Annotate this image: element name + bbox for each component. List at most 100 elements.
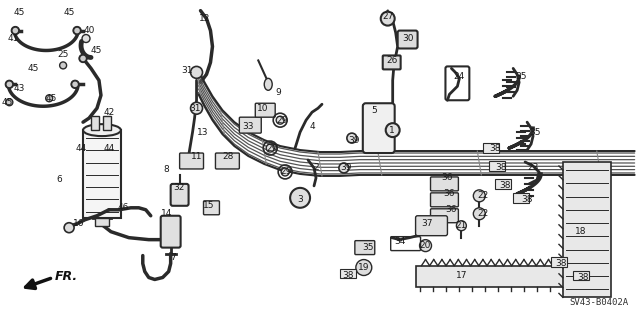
Text: 31: 31 bbox=[189, 104, 200, 113]
Text: 38: 38 bbox=[490, 144, 501, 152]
Circle shape bbox=[73, 26, 81, 34]
Circle shape bbox=[64, 223, 74, 233]
Text: 42: 42 bbox=[103, 108, 115, 117]
Text: 38: 38 bbox=[555, 259, 566, 268]
Text: 23: 23 bbox=[527, 163, 539, 173]
Text: 10: 10 bbox=[257, 104, 268, 113]
Text: 29: 29 bbox=[266, 144, 278, 152]
Circle shape bbox=[281, 168, 289, 176]
Bar bbox=[495, 179, 511, 189]
Text: 45: 45 bbox=[28, 64, 39, 73]
Text: 45: 45 bbox=[13, 8, 25, 17]
Circle shape bbox=[474, 190, 485, 202]
Bar bbox=[415, 265, 567, 287]
Text: 14: 14 bbox=[161, 209, 172, 218]
FancyBboxPatch shape bbox=[415, 216, 447, 236]
Circle shape bbox=[347, 133, 357, 143]
Circle shape bbox=[356, 260, 372, 276]
Bar bbox=[103, 116, 111, 130]
Text: 35: 35 bbox=[529, 128, 541, 137]
Text: 36: 36 bbox=[445, 205, 457, 214]
Text: 26: 26 bbox=[386, 56, 397, 65]
FancyBboxPatch shape bbox=[161, 216, 180, 248]
Circle shape bbox=[266, 144, 274, 152]
Ellipse shape bbox=[264, 78, 272, 90]
Circle shape bbox=[276, 116, 284, 124]
Text: 38: 38 bbox=[342, 271, 354, 280]
FancyBboxPatch shape bbox=[431, 193, 458, 207]
Circle shape bbox=[456, 221, 467, 231]
Text: 35: 35 bbox=[362, 243, 374, 252]
Bar bbox=[340, 269, 356, 278]
FancyBboxPatch shape bbox=[383, 56, 401, 70]
Text: 29: 29 bbox=[280, 167, 292, 176]
Circle shape bbox=[71, 80, 79, 88]
Circle shape bbox=[79, 55, 87, 63]
Text: 38: 38 bbox=[577, 273, 589, 282]
Text: 17: 17 bbox=[456, 271, 467, 280]
Text: 44: 44 bbox=[76, 144, 86, 152]
Text: 2: 2 bbox=[313, 163, 319, 173]
Text: 18: 18 bbox=[575, 227, 587, 236]
Bar bbox=[83, 130, 121, 218]
Text: 36: 36 bbox=[444, 189, 455, 198]
Text: 43: 43 bbox=[13, 84, 25, 93]
Text: 45: 45 bbox=[2, 98, 13, 107]
Text: 12: 12 bbox=[199, 14, 210, 23]
Text: 1: 1 bbox=[389, 126, 395, 135]
Text: 30: 30 bbox=[402, 34, 413, 43]
Circle shape bbox=[420, 240, 431, 252]
Text: 38: 38 bbox=[495, 163, 507, 173]
FancyBboxPatch shape bbox=[180, 153, 204, 169]
Text: 32: 32 bbox=[173, 183, 184, 192]
Circle shape bbox=[6, 99, 13, 106]
Text: 45: 45 bbox=[45, 94, 57, 103]
Circle shape bbox=[74, 27, 81, 34]
Text: 44: 44 bbox=[103, 144, 115, 152]
Bar bbox=[91, 116, 99, 130]
Circle shape bbox=[290, 188, 310, 208]
Text: 24: 24 bbox=[454, 72, 465, 81]
Bar bbox=[483, 143, 499, 153]
FancyBboxPatch shape bbox=[355, 241, 375, 255]
Circle shape bbox=[386, 123, 399, 137]
Text: 13: 13 bbox=[196, 128, 208, 137]
Text: 29: 29 bbox=[276, 116, 288, 125]
Bar bbox=[489, 161, 505, 171]
Text: FR.: FR. bbox=[55, 270, 78, 283]
Text: 27: 27 bbox=[382, 12, 394, 21]
Text: 4: 4 bbox=[309, 122, 315, 131]
Text: 46: 46 bbox=[117, 203, 129, 212]
Text: 3: 3 bbox=[297, 195, 303, 204]
Circle shape bbox=[72, 81, 79, 88]
FancyBboxPatch shape bbox=[397, 31, 417, 48]
Bar bbox=[513, 193, 529, 203]
Text: 33: 33 bbox=[243, 122, 254, 131]
FancyBboxPatch shape bbox=[431, 209, 458, 223]
Text: 5: 5 bbox=[371, 106, 376, 115]
Text: 15: 15 bbox=[203, 201, 214, 210]
FancyBboxPatch shape bbox=[216, 153, 239, 169]
Text: 39: 39 bbox=[340, 163, 351, 173]
Text: 37: 37 bbox=[422, 219, 433, 228]
Text: 40: 40 bbox=[83, 26, 95, 35]
Text: 6: 6 bbox=[56, 175, 62, 184]
Bar bbox=[551, 256, 567, 267]
Circle shape bbox=[45, 95, 52, 102]
Circle shape bbox=[82, 34, 90, 42]
Text: 8: 8 bbox=[164, 166, 170, 174]
Text: 39: 39 bbox=[348, 136, 360, 145]
Text: 11: 11 bbox=[191, 152, 202, 160]
FancyBboxPatch shape bbox=[204, 201, 220, 215]
Ellipse shape bbox=[83, 124, 121, 136]
FancyBboxPatch shape bbox=[431, 177, 458, 191]
Text: 25: 25 bbox=[58, 50, 69, 59]
FancyBboxPatch shape bbox=[255, 103, 275, 117]
Bar bbox=[563, 162, 611, 297]
Text: 22: 22 bbox=[477, 209, 489, 218]
Text: 7: 7 bbox=[170, 253, 175, 262]
Text: 34: 34 bbox=[394, 237, 405, 246]
Text: 20: 20 bbox=[420, 241, 431, 250]
Bar bbox=[95, 218, 109, 226]
FancyBboxPatch shape bbox=[239, 117, 261, 133]
